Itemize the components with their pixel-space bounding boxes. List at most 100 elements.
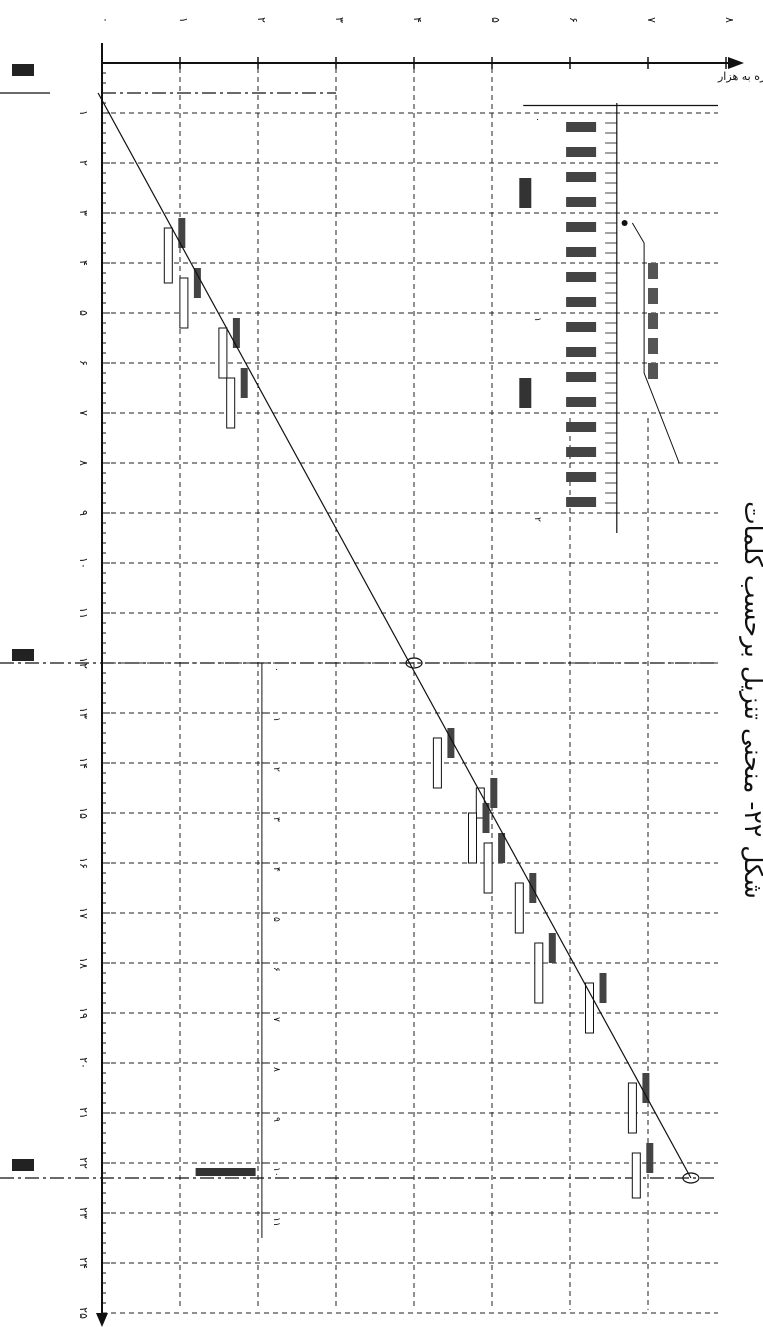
inset-group [519,178,532,208]
data-bar [627,1082,637,1134]
milestone-tag [12,649,34,661]
x-tick-label: ۴ [77,260,90,266]
inset-word [566,397,597,407]
y-tick-label: ۴ [411,17,424,23]
x-tick-label: ۲۲ [77,1157,90,1169]
data-bar [483,842,493,894]
inset-word [566,172,597,182]
inset-mark [648,263,658,279]
x-tick-label: ۲۴ [77,1257,90,1269]
inset-word [566,347,597,357]
segment-label: ۹ [271,1117,281,1122]
y-tick-label: ۵ [489,17,502,23]
segment-label: ۵ [271,917,281,922]
x-tick-label: ۲۳ [77,1207,90,1219]
x-tick-label: ۲۰ [77,1057,90,1069]
inset-mark [648,338,658,354]
inset-word [566,422,597,432]
inset-word [566,372,597,382]
inset-mark [648,288,658,304]
bar-annotation [490,778,498,808]
bar-annotation [646,1143,654,1173]
x-tick-label: ۶ [77,360,90,366]
x-axis-arrow [96,1313,108,1327]
data-bar [534,942,544,1004]
bar-annotation [482,803,490,833]
data-bar [218,327,228,379]
inset-word [566,122,597,132]
trend-segment [97,92,692,1179]
x-tick-label: ۸ [77,460,90,466]
y-tick-label: ۶ [567,17,580,23]
bar-annotation [642,1073,650,1103]
inset-mark [648,313,658,329]
milestone-tag [195,1168,256,1176]
bar-annotation [548,933,556,963]
trend-line [97,92,700,1184]
x-tick-label: ۱ [77,110,90,116]
inset-mark [648,363,658,379]
x-tick-label: ۲ [77,160,90,166]
y-tick-label: ۰ [99,17,112,23]
grid [102,68,718,1314]
axes [96,43,744,1327]
x-tick-label: ۱۶ [77,857,90,869]
inset-word [566,497,597,507]
data-bar [226,377,236,429]
inset-curve [631,222,680,464]
x-tick-label: ۱۸ [77,957,90,969]
inset-word [566,222,597,232]
segment-label: ۰ [271,667,281,672]
x-tick-label: ۹ [77,510,90,516]
y-axis-title: جمع کلمات تازه به هزار [717,70,763,83]
x-tick-label: ۳ [77,210,90,216]
inset-word [566,247,597,257]
data-bar [163,227,173,284]
segment-label: ۳ [271,817,281,822]
trend-point [682,1172,700,1184]
word-list-inset: ۰ ۱ ۲ [519,103,718,533]
x-tick-label: ۱۱ [77,607,90,619]
x-tick-label: ۱۰ [77,557,90,569]
bar-annotation [240,368,248,398]
bar-annotation [498,833,506,863]
y-tick-label: ۳ [333,17,346,23]
inset-scale-label: ۰ [532,117,542,122]
x-tick-label: ۵ [77,310,90,316]
x-tick-label: ۱۷ [77,907,90,919]
inset-word [566,147,597,157]
tick-labels: ۰ ۱ ۲ ۳ ۴ ۵ ۶ ۷ ۸۱۲۳۴۵۶۷۸۹۱۰۱۱۱۲۱۳۱۴۱۵۱۶۱۷۱۸۱۹۲۰… [77,17,736,1319]
data-bar [468,812,477,864]
y-tick-label: ۲ [255,17,268,23]
chart-title: شکل ۲۲- منحنی تنزیل برحسب کلمات [739,501,763,899]
y-axis-arrow [728,57,744,69]
data-bar [514,882,524,934]
inset-word [566,447,597,457]
inset-group [519,378,532,408]
x-tick-label: ۱۴ [77,757,90,769]
x-tick-label: ۲۵ [77,1307,90,1319]
segment-label: ۸ [271,1067,281,1072]
y-tick-label: ۱ [177,17,190,23]
segment-label: ۶ [271,967,281,972]
milestone-tag [12,1159,34,1171]
data-bar [585,982,594,1034]
inset-scale-label: ۱ [532,317,542,322]
x-tick-label: ۱۳ [77,707,90,719]
inset-word [566,272,597,282]
inset-word [566,472,597,482]
x-tick-label: ۷ [77,410,90,416]
segment-label: ۴ [271,867,281,872]
x-tick-label: ۱۵ [77,807,90,819]
bar-annotation [599,973,607,1003]
segment-label: ۱ [271,717,281,722]
data-bars [163,218,654,1199]
data-bar [179,277,189,329]
inset-word [566,197,597,207]
segment-label: ۲ [271,767,281,772]
inset-word [566,322,597,332]
milestone-tag [12,64,34,76]
data-bar [432,737,442,789]
inset-point [621,220,628,226]
